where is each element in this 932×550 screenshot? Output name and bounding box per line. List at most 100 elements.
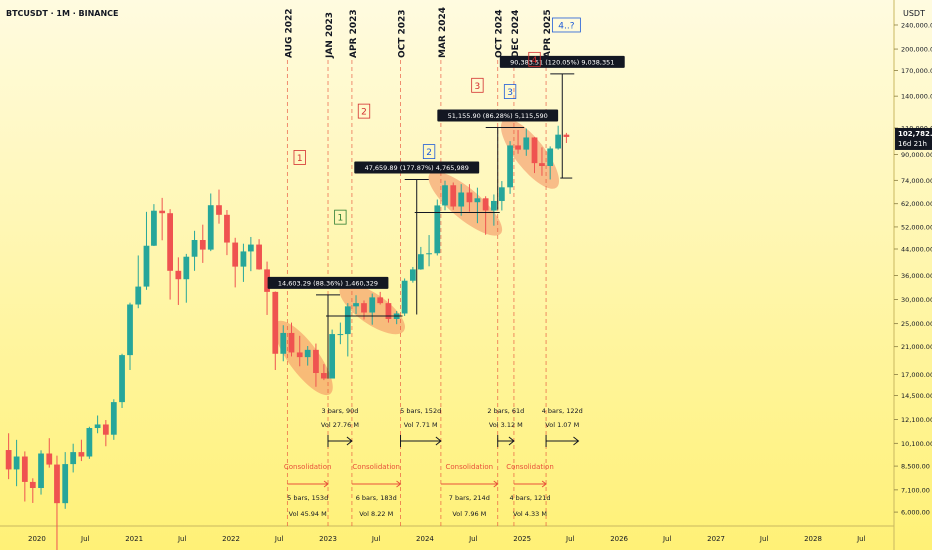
- candle-body-2020-02-01: [46, 453, 53, 465]
- wave-marker-8: 4..?: [558, 21, 574, 31]
- candle-body-2025-03-01: [539, 163, 545, 166]
- candle-body-2025-05-01: [555, 134, 562, 149]
- candle-body-2022-10-01: [304, 349, 311, 358]
- candle-body-2022-02-01: [240, 251, 247, 267]
- wave-marker-box-6: [503, 84, 517, 99]
- candle-body-2025-01-01: [523, 137, 530, 150]
- price-tick-label-19: 8,500.00: [901, 463, 930, 471]
- consolidation-label-3: Consolidation: [446, 463, 494, 471]
- time-tick-label-3: 2021: [125, 535, 143, 543]
- price-tick-label-21: 6,000.00: [901, 509, 930, 517]
- month-label-3: APR 2023: [349, 9, 359, 58]
- candle-body-2024-08-01: [482, 198, 489, 211]
- consolidation-label-2: Consolidation: [352, 463, 400, 471]
- price-tick-label-2: 200,000.00: [901, 46, 932, 54]
- price-tick-label-20: 7,100.00: [901, 486, 930, 494]
- candle-body-2024-05-01: [458, 192, 465, 207]
- candle-body-2020-05-01: [70, 452, 77, 465]
- price-tick-label-15: 17,000.00: [901, 371, 932, 379]
- candle-body-2023-03-01: [344, 306, 351, 335]
- price-tick-label-17: 12,100.00: [901, 416, 932, 424]
- price-tick-label-8: 62,000.00: [901, 200, 932, 208]
- price-tick-label-1: 240,000.00: [901, 21, 932, 29]
- candle-body-2020-06-01: [78, 452, 85, 457]
- candle-body-2022-11-01: [313, 349, 319, 374]
- candle-body-2023-12-01: [417, 254, 424, 270]
- wave-marker-3: 2: [361, 108, 367, 118]
- price-tick-label-9: 52,000.00: [901, 223, 932, 231]
- candle-body-2023-07-01: [377, 297, 384, 304]
- leg-bars-4: 4 bars, 122d: [542, 407, 583, 415]
- consolidation-bars-3: 7 bars, 214d: [449, 494, 490, 502]
- time-tick-label-1: 2020: [28, 535, 46, 543]
- candle-body-2021-11-01: [216, 205, 222, 215]
- candle-body-2024-06-01: [466, 192, 473, 203]
- measure-label-3: 51,155.90 (86.28%) 5,115,590: [448, 112, 548, 120]
- wave-marker-1: 1: [297, 154, 303, 164]
- leg-vol-1: Vol 27.76 M: [321, 421, 359, 429]
- wave-marker-box-4: [422, 144, 436, 160]
- candle-body-2021-12-01: [224, 214, 230, 243]
- candle-body-2022-08-01: [288, 332, 295, 353]
- candle-body-2023-02-01: [337, 334, 344, 336]
- time-tick-label-6: Jul: [274, 535, 284, 543]
- candle-body-2023-11-01: [409, 269, 416, 281]
- wave-marker-box-3: [357, 103, 371, 119]
- time-tick-label-9: 2024: [416, 535, 434, 543]
- bar-countdown: 16d 21h: [898, 140, 927, 148]
- consolidation-ellipse-4: [500, 119, 560, 189]
- time-tick-label-14: Jul: [662, 535, 672, 543]
- consolidation-bars-4: 4 bars, 121d: [509, 494, 550, 502]
- wave-marker-box-7: [528, 51, 541, 67]
- candle-body-2022-04-01: [256, 244, 262, 270]
- leg-arrow-3-head: [508, 436, 515, 446]
- consolidation-vol-4: Vol 4.33 M: [513, 510, 547, 518]
- month-label-2: JAN 2023: [325, 12, 335, 59]
- wave-marker-4: 2: [426, 148, 432, 158]
- candle-body-2023-10-01: [401, 280, 408, 314]
- candle-body-2024-03-01: [442, 185, 448, 206]
- candle-body-2021-03-01: [151, 210, 157, 246]
- time-tick-label-18: Jul: [856, 535, 866, 543]
- candle-body-2020-04-01: [62, 464, 69, 504]
- candle-body-2021-06-01: [175, 270, 182, 280]
- time-tick-label-7: 2023: [319, 535, 337, 543]
- candle-body-2022-09-01: [296, 352, 303, 358]
- candle-body-2019-10-01: [13, 456, 20, 470]
- candle-body-2025-04-01: [547, 148, 554, 166]
- time-tick-label-11: 2025: [513, 535, 531, 543]
- candle-body-2024-12-01: [515, 145, 521, 150]
- last-price-tag: 102,782.58 16d 21h: [895, 127, 932, 150]
- leg-arrow-1-head: [346, 436, 353, 446]
- wave-marker-5: 3: [475, 82, 481, 92]
- month-label-6: OCT 2024: [495, 9, 505, 58]
- candle-body-2024-09-01: [490, 200, 497, 211]
- last-price-value: 102,782.58: [898, 130, 932, 138]
- wave-marker-box-5: [471, 77, 484, 93]
- candle-body-2021-09-01: [199, 240, 206, 250]
- candle-body-2024-11-01: [507, 145, 513, 188]
- consolidation-head-2: [396, 480, 402, 488]
- month-label-5: MAR 2024: [438, 7, 448, 58]
- candle-body-2021-07-01: [183, 256, 190, 280]
- candle-body-2019-12-01: [29, 481, 36, 489]
- price-tick-label-13: 25,000.00: [901, 320, 932, 328]
- candle-body-2023-01-01: [329, 334, 336, 379]
- candle-body-2021-10-01: [207, 205, 214, 250]
- candle-body-2024-10-01: [498, 187, 505, 201]
- candle-body-2025-02-01: [531, 137, 538, 164]
- candle-body-2020-11-01: [119, 355, 125, 403]
- consolidation-label-1: Consolidation: [284, 463, 332, 471]
- consolidation-head-4: [541, 480, 547, 488]
- leg-bars-2: 5 bars, 152d: [400, 407, 441, 415]
- candle-body-2020-08-01: [94, 424, 101, 429]
- time-tick-label-13: 2026: [610, 535, 628, 543]
- consolidation-head-1: [323, 480, 329, 488]
- month-label-8: APR 2025: [543, 9, 553, 58]
- candle-body-2021-05-01: [167, 213, 173, 271]
- candle-body-2024-01-01: [426, 253, 432, 255]
- candle-body-2022-03-01: [247, 244, 254, 252]
